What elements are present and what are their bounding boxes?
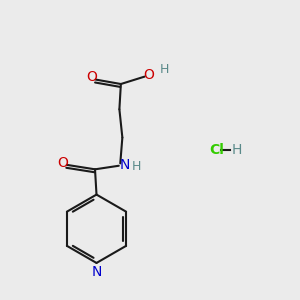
Text: N: N bbox=[120, 158, 130, 172]
Text: O: O bbox=[144, 68, 154, 82]
Text: Cl: Cl bbox=[209, 143, 224, 157]
Text: N: N bbox=[91, 265, 102, 279]
Text: H: H bbox=[232, 143, 242, 157]
Text: H: H bbox=[131, 160, 141, 173]
Text: O: O bbox=[86, 70, 97, 85]
Text: H: H bbox=[160, 63, 169, 76]
Text: O: O bbox=[57, 156, 68, 170]
